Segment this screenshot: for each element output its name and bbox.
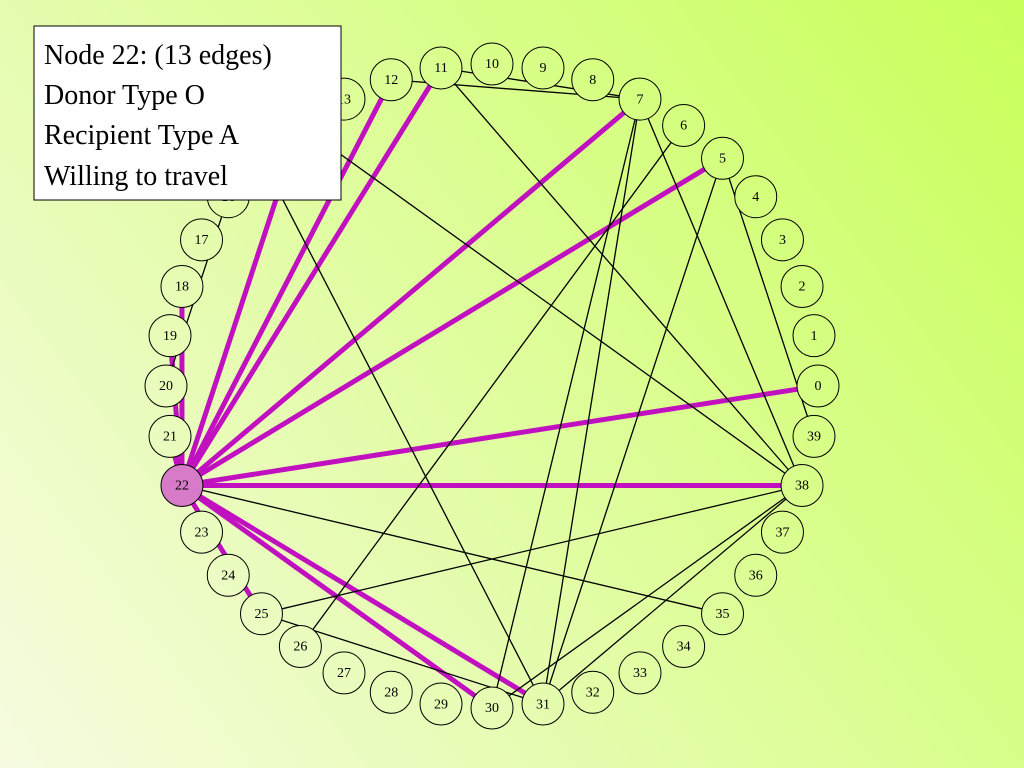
highlighted-edge: [179, 66, 444, 487]
node-label: 28: [384, 685, 398, 700]
node-label: 0: [815, 379, 822, 394]
node: [780, 464, 824, 508]
edge: [542, 485, 803, 705]
edge: [491, 98, 641, 709]
node: [760, 510, 804, 554]
highlighted-edge: [180, 156, 724, 488]
edges: [165, 66, 819, 711]
node-label: 20: [159, 379, 173, 394]
highlighted-edge: [180, 483, 545, 707]
edge: [261, 484, 803, 615]
node-label: 18: [175, 280, 189, 295]
node: [239, 592, 283, 636]
edge: [440, 67, 803, 486]
node: [470, 42, 514, 86]
node-label: 30: [485, 701, 499, 716]
node: [180, 510, 224, 554]
node: [369, 670, 413, 714]
node-label: 29: [434, 697, 448, 712]
node-label: 27: [337, 666, 351, 681]
node: [734, 553, 778, 597]
node: [618, 651, 662, 695]
node-label: 39: [807, 430, 821, 445]
node-label: 10: [485, 57, 499, 72]
node: [278, 625, 322, 669]
node-label: 8: [589, 73, 596, 88]
node-label: 31: [536, 697, 550, 712]
info-box-frame: [33, 25, 342, 201]
edge: [181, 484, 723, 615]
node: [796, 364, 840, 408]
node: [322, 651, 366, 695]
node-label: 17: [195, 233, 209, 248]
node: [734, 175, 778, 219]
node-label: 24: [221, 568, 235, 583]
node: [571, 670, 615, 714]
node: [618, 77, 662, 121]
info-line: Recipient Type A: [44, 120, 240, 151]
node: [701, 136, 745, 180]
node: [662, 625, 706, 669]
highlighted-edge: [180, 97, 642, 488]
node-label: 5: [719, 152, 726, 167]
node: [419, 682, 463, 726]
node: [571, 58, 615, 102]
node-label: 7: [637, 92, 644, 107]
node: [160, 464, 204, 508]
node: [760, 218, 804, 262]
node-label: 19: [163, 329, 177, 344]
info-line: Donor Type O: [44, 80, 205, 111]
node: [148, 314, 192, 358]
node-label: 38: [795, 479, 809, 494]
node: [780, 264, 824, 308]
node: [521, 46, 565, 90]
node: [470, 686, 514, 730]
node-label: 25: [254, 607, 268, 622]
node-label: 4: [752, 190, 759, 205]
node: [662, 103, 706, 147]
node: [792, 414, 836, 458]
node-label: 2: [799, 280, 806, 295]
node-label: 34: [677, 640, 691, 655]
highlighted-edge: [179, 484, 264, 616]
edge: [300, 124, 803, 487]
node: [206, 553, 250, 597]
edge: [542, 98, 641, 705]
info-line: Node 22: (13 edges): [44, 40, 272, 71]
node-label: 32: [586, 685, 600, 700]
node: [792, 314, 836, 358]
node: [180, 218, 224, 262]
node: [701, 592, 745, 636]
node: [419, 46, 463, 90]
edge: [299, 125, 685, 647]
node-label: 12: [384, 73, 398, 88]
edge: [260, 158, 544, 705]
node-label: 36: [749, 568, 763, 583]
node: [160, 264, 204, 308]
node-label: 35: [716, 607, 730, 622]
node: [521, 682, 565, 726]
node-label: 21: [163, 430, 177, 445]
node-label: 3: [779, 233, 786, 248]
info-line: Willing to travel: [44, 161, 228, 192]
node: [148, 414, 192, 458]
node: [369, 58, 413, 102]
node-label: 26: [293, 640, 307, 655]
node-label: 22: [175, 479, 189, 494]
node-label: 37: [775, 525, 789, 540]
node-label: 1: [810, 329, 817, 344]
node: [144, 364, 188, 408]
highlighted-edge: [179, 78, 394, 487]
node-label: 11: [434, 61, 447, 76]
info-box: Node 22: (13 edges) Donor Type O Recipie…: [33, 25, 342, 201]
node-label: 6: [680, 119, 687, 134]
edge: [639, 98, 803, 486]
edge: [542, 158, 724, 705]
node-label: 23: [195, 525, 209, 540]
highlighted-edge: [181, 383, 819, 488]
node-label: 33: [633, 666, 647, 681]
node-label: 9: [539, 61, 546, 76]
edge: [491, 484, 803, 709]
